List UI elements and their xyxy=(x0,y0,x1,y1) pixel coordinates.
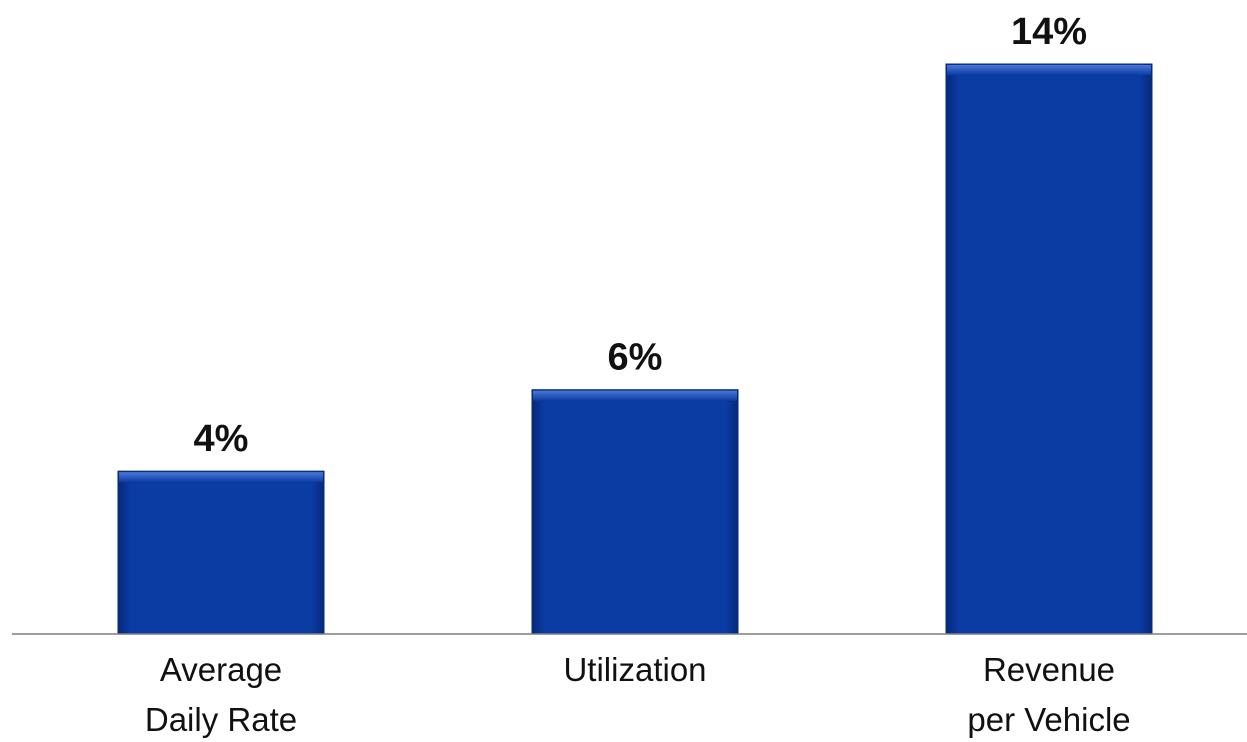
bar-rect-3 xyxy=(945,63,1153,635)
bar-3 xyxy=(945,63,1153,635)
category-label-line: per Vehicle xyxy=(967,701,1130,738)
category-label-line: Revenue xyxy=(983,651,1115,688)
category-label-line: Utilization xyxy=(563,651,706,688)
bar-1 xyxy=(117,470,325,635)
category-label-1: Average Daily Rate xyxy=(145,651,297,738)
bar-rect-1 xyxy=(117,470,325,635)
bar-value-label-1: 4% xyxy=(194,418,249,460)
bars-layer xyxy=(117,63,1153,635)
bar-value-label-3: 14% xyxy=(1011,11,1087,53)
bar-rect-2 xyxy=(531,389,739,635)
bar-top-bevel-1 xyxy=(119,472,323,483)
labels-layer: 4% Average Daily Rate 6% Utilization 14% Reven… xyxy=(145,11,1131,738)
category-label-line: Average xyxy=(160,651,282,688)
category-label-line: Daily Rate xyxy=(145,701,297,738)
bar-2 xyxy=(531,389,739,635)
category-label-3: Revenue per Vehicle xyxy=(967,651,1130,738)
bar-top-bevel-2 xyxy=(533,390,737,401)
category-label-2: Utilization xyxy=(563,651,706,688)
bar-top-bevel-3 xyxy=(947,65,1151,75)
bar-value-label-2: 6% xyxy=(608,337,663,379)
